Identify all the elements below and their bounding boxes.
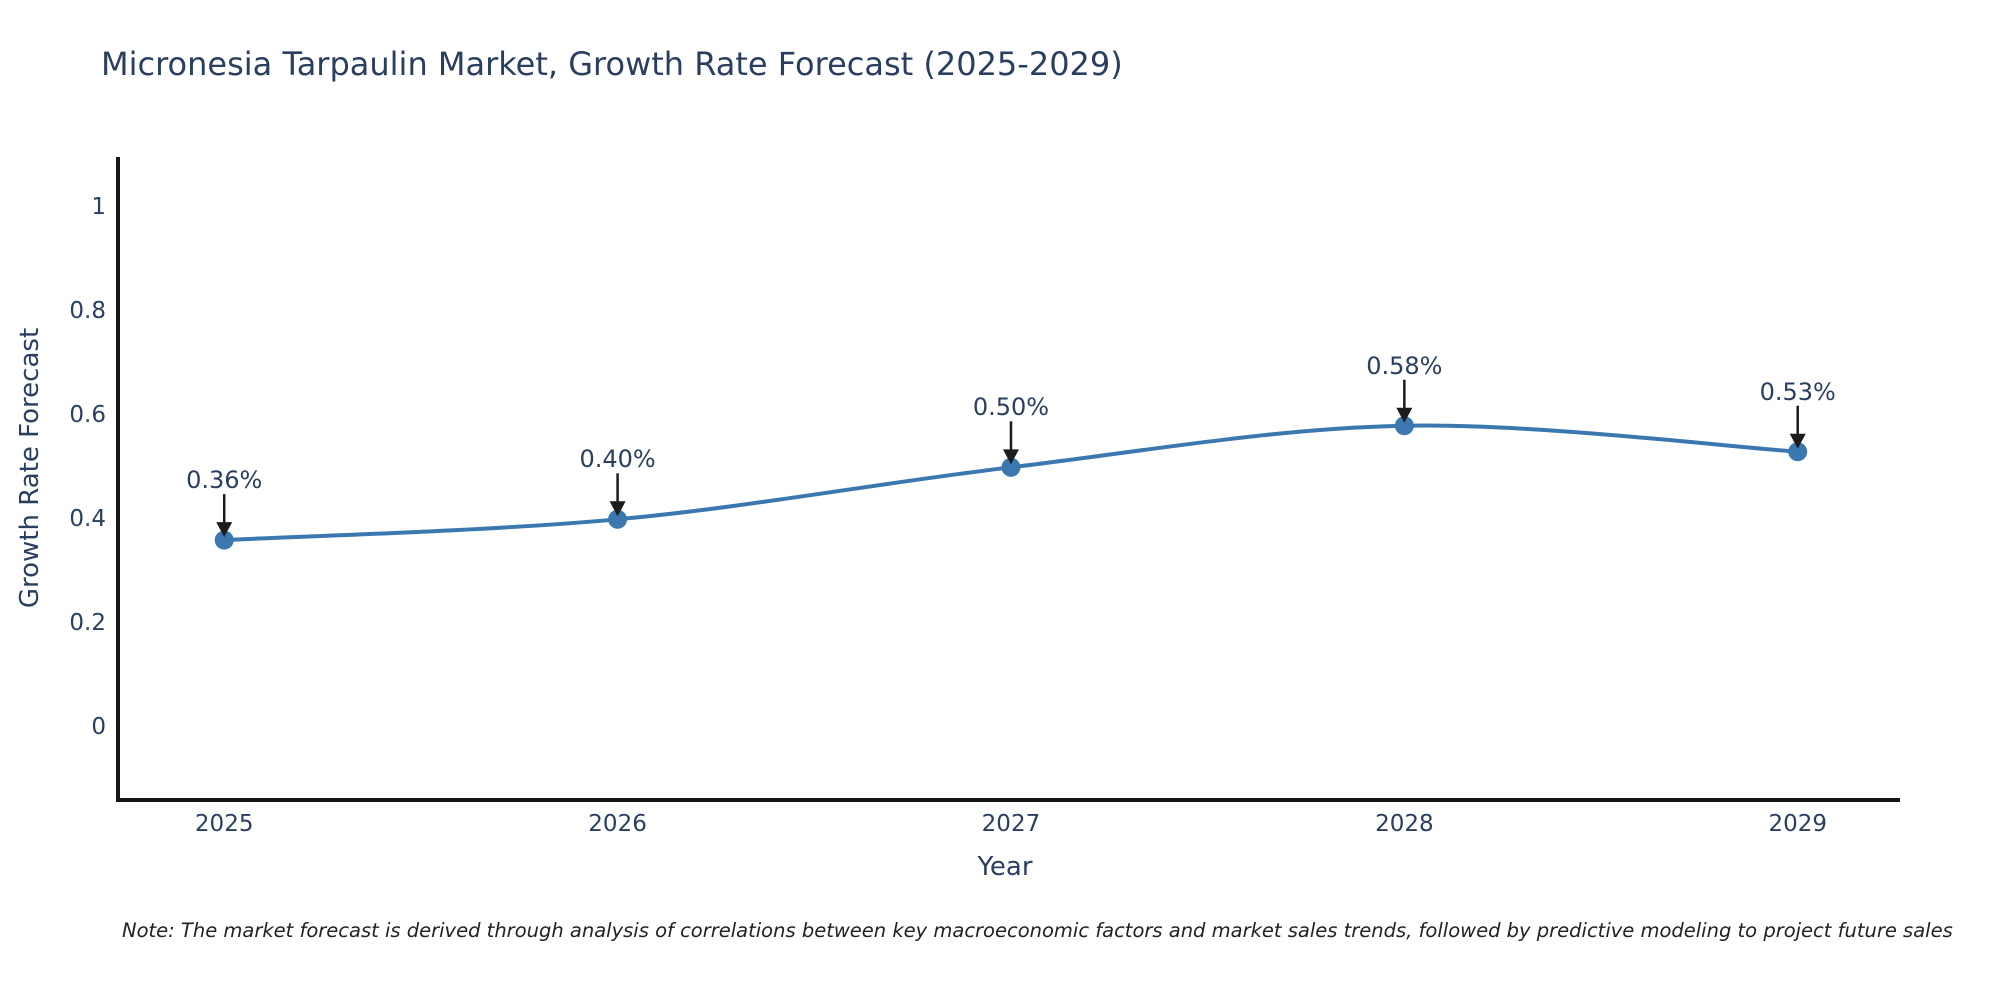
x-tick-label: 2027	[981, 811, 1041, 837]
data-point-marker	[1394, 416, 1414, 436]
annotation-label: 0.58%	[1366, 351, 1443, 380]
footnote: Note: The market forecast is derived thr…	[122, 919, 1953, 942]
y-axis-title: Growth Rate Forecast	[15, 327, 45, 609]
x-tick-label: 2028	[1375, 811, 1434, 837]
annotation-arrowhead	[1002, 449, 1019, 465]
annotation-arrowhead	[216, 522, 233, 538]
data-point-marker	[1788, 442, 1808, 462]
annotation-label: 0.40%	[579, 445, 656, 474]
y-tick-label: 0.2	[69, 610, 106, 637]
y-tick-label: 0.8	[69, 298, 106, 325]
annotation-label: 0.50%	[972, 393, 1050, 422]
data-point-marker	[214, 530, 234, 550]
annotation-arrowhead	[1396, 407, 1413, 423]
x-tick-label: 2026	[588, 811, 647, 837]
y-tick-label: 1	[91, 194, 106, 221]
y-tick-label: 0.6	[69, 402, 106, 429]
x-tick-label: 2029	[1768, 811, 1827, 837]
y-tick-label: 0	[91, 714, 106, 741]
data-point-marker	[608, 509, 628, 529]
y-tick-label: 0.4	[69, 506, 106, 533]
chart-title: Micronesia Tarpaulin Market, Growth Rate…	[101, 45, 1123, 83]
axis-lines	[116, 157, 1900, 802]
data-point-marker	[1001, 457, 1021, 477]
annotation-label: 0.36%	[186, 466, 263, 495]
annotation-label: 0.53%	[1759, 377, 1836, 406]
annotation-arrowhead	[1789, 433, 1806, 449]
x-axis-title: Year	[977, 852, 1033, 882]
x-tick-label: 2025	[194, 811, 254, 837]
annotation-arrowhead	[609, 501, 626, 517]
